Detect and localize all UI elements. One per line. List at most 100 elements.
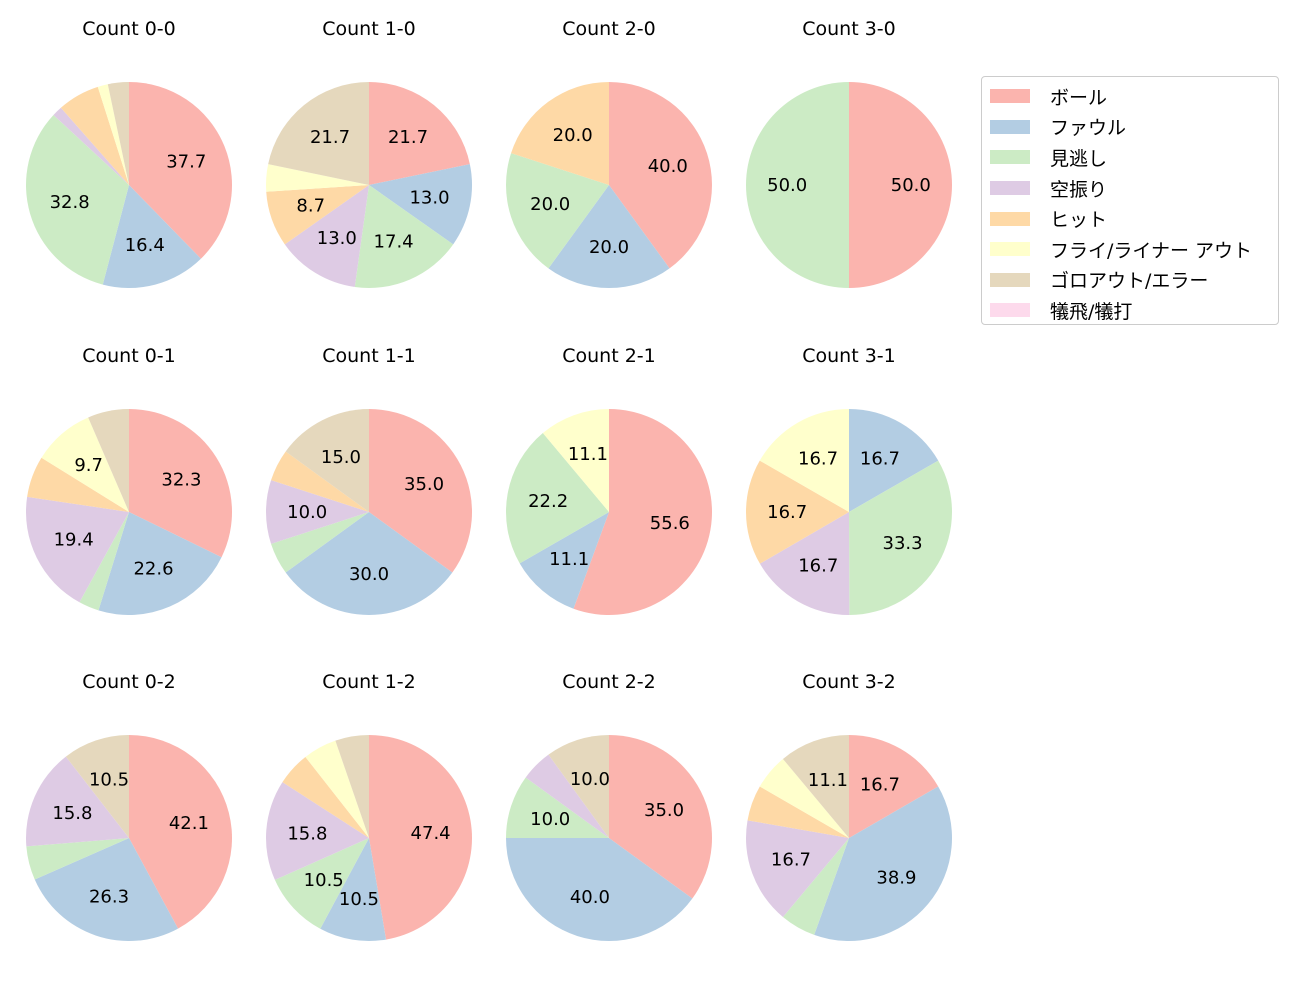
slice-空振り <box>25 756 129 847</box>
slice-label: 21.7 <box>310 127 350 148</box>
slice-ボール <box>129 735 232 929</box>
legend-swatch <box>990 119 1030 134</box>
slice-label: 22.2 <box>528 491 568 512</box>
slice-ヒット <box>746 460 849 564</box>
slice-label: 55.6 <box>650 513 690 534</box>
slice-ファウル <box>849 409 939 512</box>
pie-count-2-0: Count 2-0 40.0 20.0 20.0 20.0 <box>506 18 713 288</box>
slice-ボール <box>369 82 470 185</box>
legend-label: ゴロアウト/エラー <box>1050 270 1209 293</box>
slice-空振り <box>746 820 849 918</box>
slice-label: 37.7 <box>166 152 206 173</box>
pie-title: Count 2-1 <box>562 345 656 367</box>
slice-見逃し <box>849 460 953 615</box>
slice-label: 20.0 <box>553 125 593 146</box>
pie-title: Count 0-1 <box>82 345 176 367</box>
slice-ゴロアウト/エラー <box>782 735 849 838</box>
slice-label: 10.5 <box>89 770 129 791</box>
slice-label: 8.7 <box>296 196 325 217</box>
slice-見逃し <box>354 185 454 288</box>
slice-フライ/ライナー アウト <box>759 758 849 838</box>
pie-count-0-2: Count 0-2 42.1 26.3 15.8 10.5 <box>25 671 232 941</box>
slice-ヒット <box>747 786 849 838</box>
legend-item: フライ/ライナー アウト <box>990 234 1278 265</box>
slice-見逃し <box>782 838 849 935</box>
slice-ボール <box>849 82 952 288</box>
slice-空振り <box>759 512 850 615</box>
slice-見逃し <box>505 433 609 564</box>
slice-見逃し <box>746 82 849 288</box>
slice-label: 10.0 <box>570 769 610 790</box>
legend-swatch <box>990 272 1030 287</box>
legend-swatch <box>990 242 1030 257</box>
slice-空振り <box>284 185 369 288</box>
slice-見逃し <box>506 153 609 269</box>
slice-label: 10.5 <box>304 870 344 891</box>
legend-item: 犠飛/犠打 <box>990 295 1278 326</box>
slice-フライ/ライナー アウト <box>542 409 609 512</box>
pie-title: Count 1-2 <box>322 671 416 693</box>
pie-title: Count 3-1 <box>802 345 896 367</box>
slice-空振り <box>266 480 369 544</box>
slice-label: 15.8 <box>52 803 92 824</box>
pie-count-2-1: Count 2-1 55.6 11.1 22.2 11.1 <box>505 345 713 616</box>
legend-item: ゴロアウト/エラー <box>990 265 1278 296</box>
slice-label: 16.7 <box>860 448 900 469</box>
slice-label: 10.0 <box>287 502 327 523</box>
slice-フライ/ライナー アウト <box>305 740 369 838</box>
slice-label: 32.8 <box>50 192 90 213</box>
slice-フライ/ライナー アウト <box>266 164 369 192</box>
slice-label: 38.9 <box>876 868 916 889</box>
slice-label: 9.7 <box>74 455 103 476</box>
slice-ゴロアウト/エラー <box>285 409 369 512</box>
pie-title: Count 0-0 <box>82 18 176 40</box>
slice-ボール <box>129 82 232 259</box>
slice-label: 47.4 <box>411 823 451 844</box>
slice-空振り <box>25 496 130 603</box>
pie-title: Count 3-2 <box>802 671 896 693</box>
slice-label: 13.0 <box>317 228 357 249</box>
slice-ヒット <box>271 451 369 512</box>
slice-ファウル <box>814 786 952 942</box>
slice-label: 50.0 <box>767 175 807 196</box>
legend-swatch <box>990 150 1030 165</box>
legend: ボール ファウル 見逃し 空振り ヒット フライ/ライナー アウト ゴロアウト/エラー 犠飛/… <box>981 76 1279 325</box>
pie-count-1-1: Count 1-1 35.0 30.0 10.0 15.0 <box>266 345 472 615</box>
slice-label: 20.0 <box>530 194 570 215</box>
slice-ファウル <box>98 512 222 615</box>
legend-swatch <box>990 211 1030 226</box>
pie-title: Count 1-0 <box>322 18 416 40</box>
legend-item: ファウル <box>990 112 1278 143</box>
pie-title: Count 2-2 <box>562 671 656 693</box>
pie-title: Count 3-0 <box>802 18 896 40</box>
slice-label: 13.0 <box>409 188 449 209</box>
slice-見逃し <box>506 777 609 838</box>
slice-ゴロアウト/エラー <box>335 735 369 838</box>
legend-label: 犠飛/犠打 <box>1050 300 1133 323</box>
pie-title: Count 0-2 <box>82 671 176 693</box>
pie-count-0-1: Count 0-1 32.3 22.6 19.4 9.7 <box>25 345 232 615</box>
slice-空振り <box>525 754 609 838</box>
slice-label: 26.3 <box>89 886 129 907</box>
slice-ファウル <box>506 838 693 941</box>
legend-item: ボール <box>990 81 1278 112</box>
slice-ボール <box>369 735 472 940</box>
slice-label: 15.8 <box>287 823 327 844</box>
slice-ファウル <box>34 838 179 941</box>
slice-label: 42.1 <box>169 813 209 834</box>
slice-フライ/ライナー アウト <box>759 409 849 512</box>
slice-ボール <box>849 735 939 838</box>
slice-ボール <box>609 82 713 269</box>
slice-ファウル <box>320 838 387 941</box>
slice-見逃し <box>25 114 130 285</box>
legend-item: 空振り <box>990 173 1278 204</box>
slice-フライ/ライナー アウト <box>97 84 129 185</box>
slice-空振り <box>266 782 369 880</box>
slice-ゴロアウト/エラー <box>107 82 129 185</box>
slice-ファウル <box>369 164 472 245</box>
slice-label: 30.0 <box>349 564 389 585</box>
slice-label: 50.0 <box>891 175 931 196</box>
slice-label: 11.1 <box>568 444 608 465</box>
